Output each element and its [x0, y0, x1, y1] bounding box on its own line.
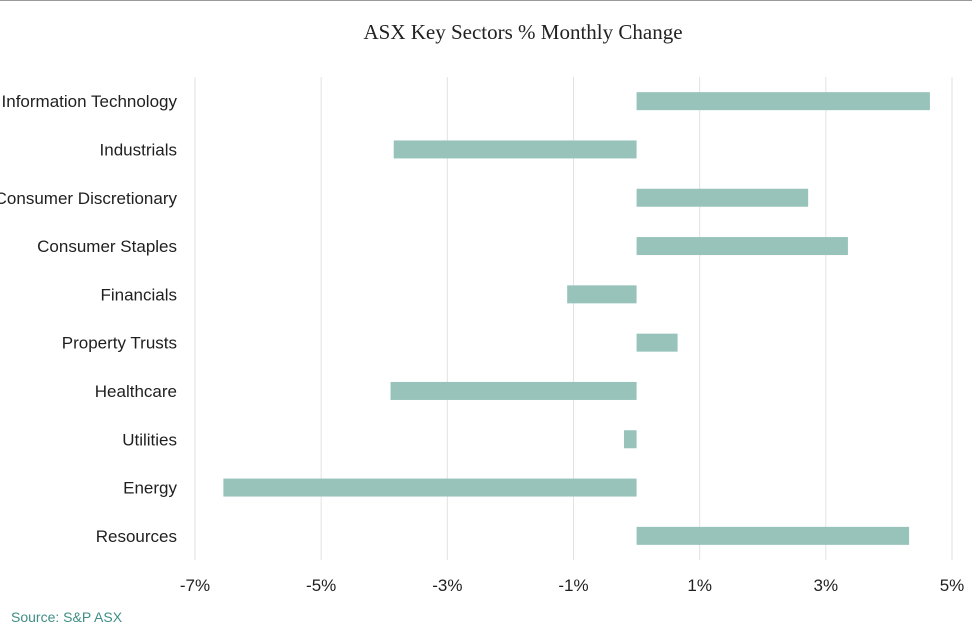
bar	[636, 92, 930, 111]
x-tick-label: 1%	[687, 576, 712, 595]
x-tick-labels: -7% -5% -3% -1% 1% 3% 5%	[180, 576, 964, 595]
chart-title: ASX Key Sectors % Monthly Change	[363, 20, 683, 44]
category-label: Healthcare	[95, 382, 177, 401]
category-label: Utilities	[122, 430, 177, 449]
bars	[223, 92, 930, 545]
top-rule	[0, 0, 972, 1]
bar	[623, 430, 637, 449]
x-tick-label: -7%	[180, 576, 210, 595]
bar	[636, 333, 678, 352]
bar	[223, 478, 637, 497]
category-label: Consumer Staples	[37, 237, 177, 256]
x-tick-label: 3%	[814, 576, 839, 595]
bar	[393, 140, 637, 159]
category-label: Information Technology	[2, 92, 178, 111]
x-tick-label: -5%	[306, 576, 336, 595]
bar	[636, 188, 809, 207]
x-tick-label: -1%	[558, 576, 588, 595]
source-note: Source: S&P ASX	[11, 609, 123, 625]
bar	[390, 381, 637, 400]
category-label: Resources	[96, 527, 177, 546]
bar	[567, 285, 637, 304]
bar	[636, 237, 848, 256]
category-label: Industrials	[100, 140, 177, 159]
bar	[636, 526, 910, 545]
category-label: Financials	[100, 285, 177, 304]
category-label: Property Trusts	[62, 334, 177, 353]
x-tick-label: 5%	[940, 576, 965, 595]
category-label: Consumer Discretionary	[0, 189, 177, 208]
category-label: Energy	[123, 479, 177, 498]
x-tick-label: -3%	[432, 576, 462, 595]
category-labels: Information Technology Industrials Consume…	[0, 92, 177, 546]
